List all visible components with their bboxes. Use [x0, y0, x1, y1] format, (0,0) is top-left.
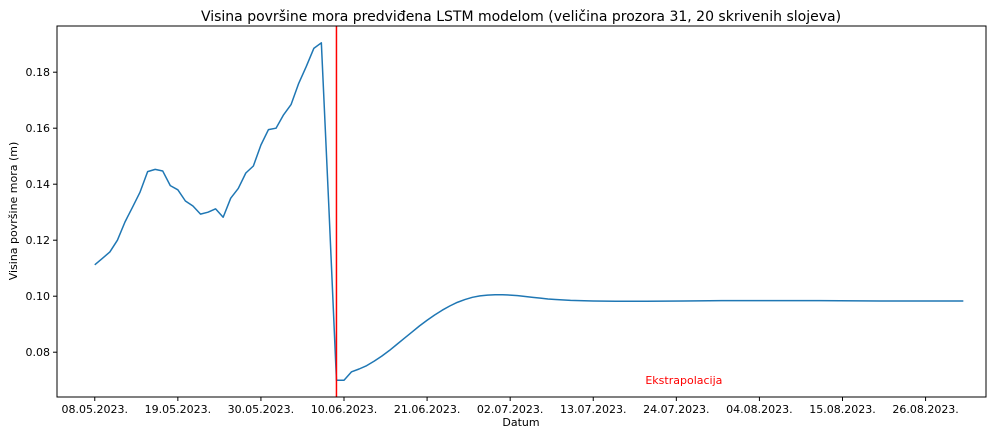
plot-area: Ekstrapolacija 08.05.2023. 19.05.2023. 30.0… [26, 25, 987, 416]
series-line [94, 42, 964, 381]
y-tick-label: 0.14 [26, 178, 51, 191]
x-tick-label: 10.06.2023. [311, 403, 377, 416]
x-tick-label: 04.08.2023. [726, 403, 792, 416]
x-axis-label: Datum [502, 416, 539, 429]
x-tick-label: 26.08.2023. [892, 403, 958, 416]
y-tick-label: 0.10 [26, 290, 51, 303]
y-tick-label: 0.12 [26, 234, 51, 247]
y-tick-label: 0.18 [26, 66, 51, 79]
x-tick-label: 21.06.2023. [394, 403, 460, 416]
x-tick-label: 24.07.2023. [643, 403, 709, 416]
y-tick-label: 0.08 [26, 346, 51, 359]
x-tick-label: 15.08.2023. [809, 403, 875, 416]
y-axis-label: Visina površine mora (m) [7, 142, 20, 281]
x-tick-label: 19.05.2023. [145, 403, 211, 416]
x-tick-label: 08.05.2023. [62, 403, 128, 416]
axes-frame [56, 25, 987, 398]
y-tick-label: 0.16 [26, 122, 51, 135]
extrapolation-annotation: Ekstrapolacija [645, 374, 722, 387]
x-tick-label: 13.07.2023. [560, 403, 626, 416]
x-tick-label: 30.05.2023. [228, 403, 294, 416]
x-tick-label: 02.07.2023. [477, 403, 543, 416]
chart-title: Visina površine mora predviđena LSTM mod… [201, 9, 841, 25]
